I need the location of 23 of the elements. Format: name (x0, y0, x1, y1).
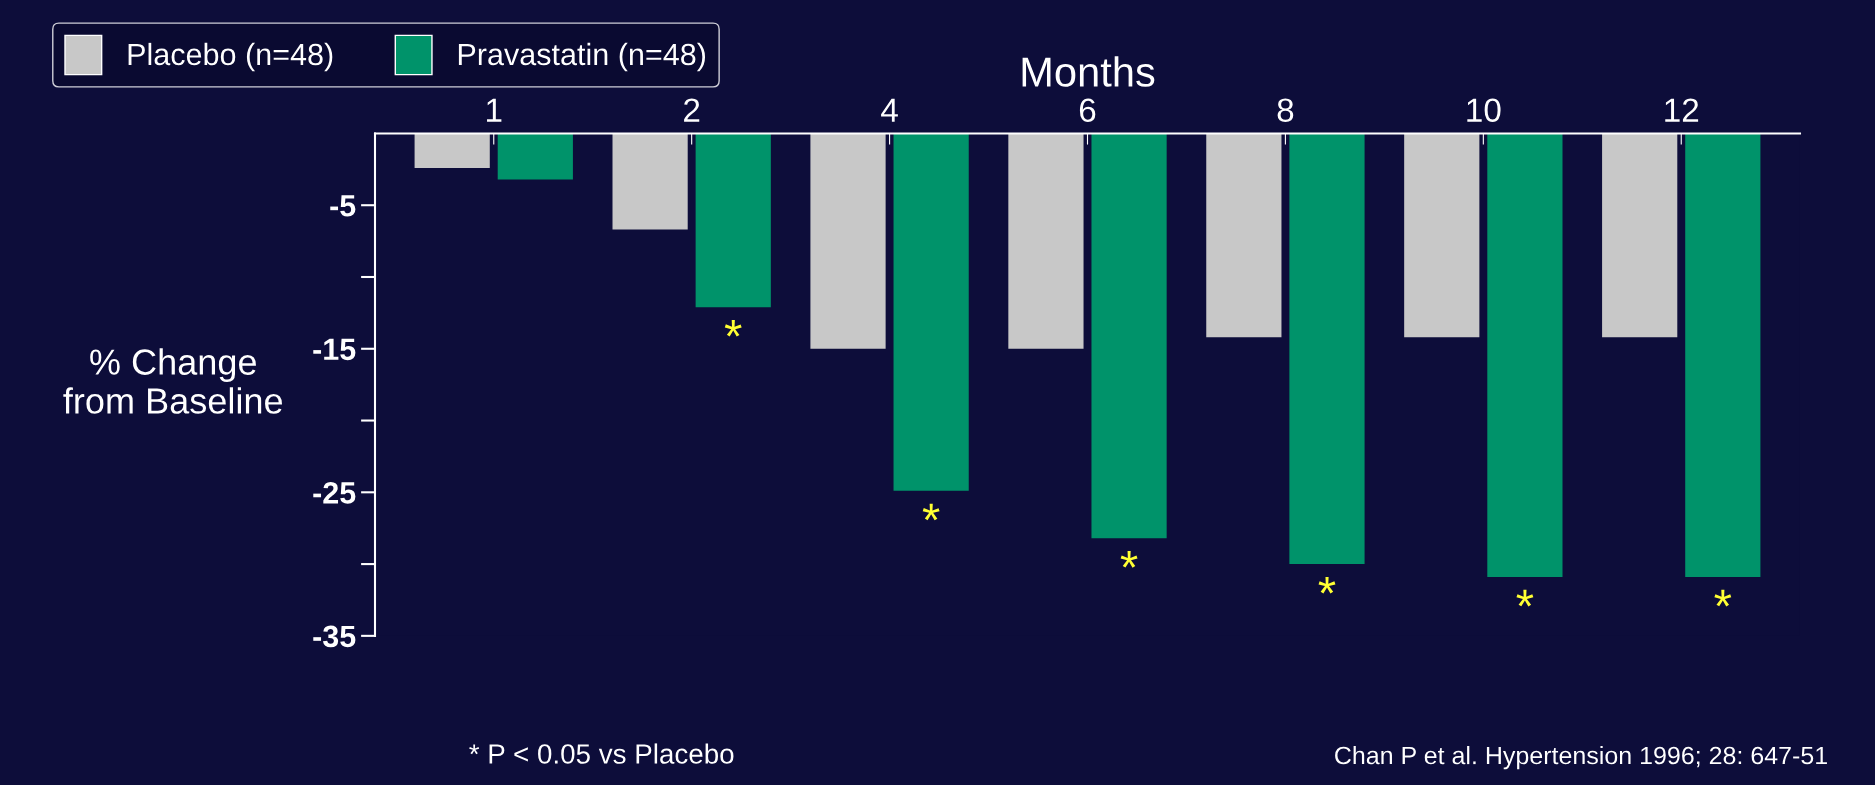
annotation: * (922, 503, 940, 521)
annotation: * (1714, 589, 1732, 607)
text: * P < 0.05 vs Placebo (469, 743, 734, 764)
y-tick-label: -15 (313, 338, 356, 361)
x-tick-label: 10 (1467, 98, 1501, 122)
x-tick-label: 1 (487, 98, 502, 122)
y-axis-title: % Change from Baseline (63, 348, 282, 414)
y-tick-label: -25 (313, 482, 356, 504)
text: Chan P et al. Hypertension 1996; 28: 647-51 (1335, 746, 1827, 770)
annotation: * (1120, 551, 1138, 568)
x-axis-title: Months (1022, 56, 1155, 87)
x-tick-label: 8 (1277, 98, 1294, 122)
annotation: * (1516, 589, 1534, 607)
y-tick-label: -5 (330, 195, 356, 217)
x-tick-label: 12 (1665, 98, 1699, 122)
legend-label: Pravastatin (n=48) (458, 42, 706, 72)
x-tick-label: 6 (1079, 98, 1096, 122)
annotation: * (724, 319, 742, 337)
legend-label: Placebo (n=48) (128, 42, 333, 72)
x-tick-label: 4 (881, 98, 898, 122)
y-tick-label: -35 (313, 625, 356, 648)
x-tick-label: 2 (684, 98, 700, 122)
annotation: * (1318, 576, 1336, 594)
